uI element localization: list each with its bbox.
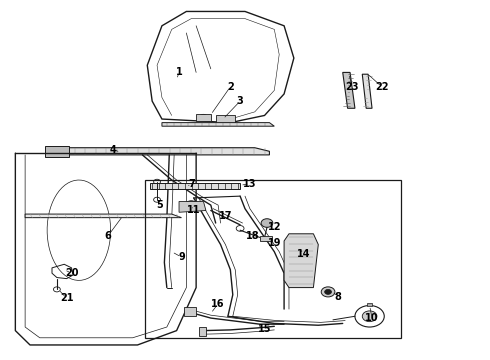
Text: 11: 11 bbox=[187, 206, 200, 216]
Text: 3: 3 bbox=[237, 96, 244, 106]
Text: 1: 1 bbox=[175, 67, 182, 77]
Text: 21: 21 bbox=[60, 293, 74, 303]
Polygon shape bbox=[25, 214, 181, 218]
Text: 9: 9 bbox=[178, 252, 185, 262]
Text: 2: 2 bbox=[227, 82, 234, 92]
Text: 22: 22 bbox=[375, 82, 389, 92]
Text: 20: 20 bbox=[65, 268, 78, 278]
Text: 12: 12 bbox=[268, 222, 281, 231]
Polygon shape bbox=[150, 183, 240, 189]
Text: 7: 7 bbox=[188, 179, 195, 189]
Circle shape bbox=[261, 219, 273, 227]
Text: 17: 17 bbox=[219, 211, 232, 221]
Polygon shape bbox=[45, 146, 69, 157]
Polygon shape bbox=[49, 148, 270, 155]
Polygon shape bbox=[196, 114, 211, 121]
Text: 15: 15 bbox=[258, 324, 271, 334]
Polygon shape bbox=[284, 234, 318, 288]
Text: 8: 8 bbox=[334, 292, 341, 302]
Text: 18: 18 bbox=[245, 231, 259, 240]
Text: 5: 5 bbox=[156, 200, 163, 210]
Text: 13: 13 bbox=[243, 179, 257, 189]
Polygon shape bbox=[260, 235, 272, 241]
Polygon shape bbox=[162, 123, 274, 126]
Text: 16: 16 bbox=[211, 299, 225, 309]
Circle shape bbox=[325, 289, 331, 294]
Text: 6: 6 bbox=[105, 231, 112, 240]
Polygon shape bbox=[343, 72, 355, 108]
Text: 4: 4 bbox=[110, 144, 117, 154]
Polygon shape bbox=[362, 74, 372, 108]
Circle shape bbox=[185, 201, 197, 210]
Polygon shape bbox=[198, 327, 206, 336]
Text: 19: 19 bbox=[268, 238, 281, 248]
Circle shape bbox=[362, 311, 377, 321]
Polygon shape bbox=[216, 116, 235, 123]
Polygon shape bbox=[184, 307, 196, 316]
Polygon shape bbox=[367, 303, 372, 306]
Polygon shape bbox=[179, 202, 206, 212]
Circle shape bbox=[321, 287, 335, 297]
Text: 14: 14 bbox=[297, 248, 310, 258]
Text: 10: 10 bbox=[365, 313, 379, 323]
Text: 23: 23 bbox=[346, 82, 359, 92]
